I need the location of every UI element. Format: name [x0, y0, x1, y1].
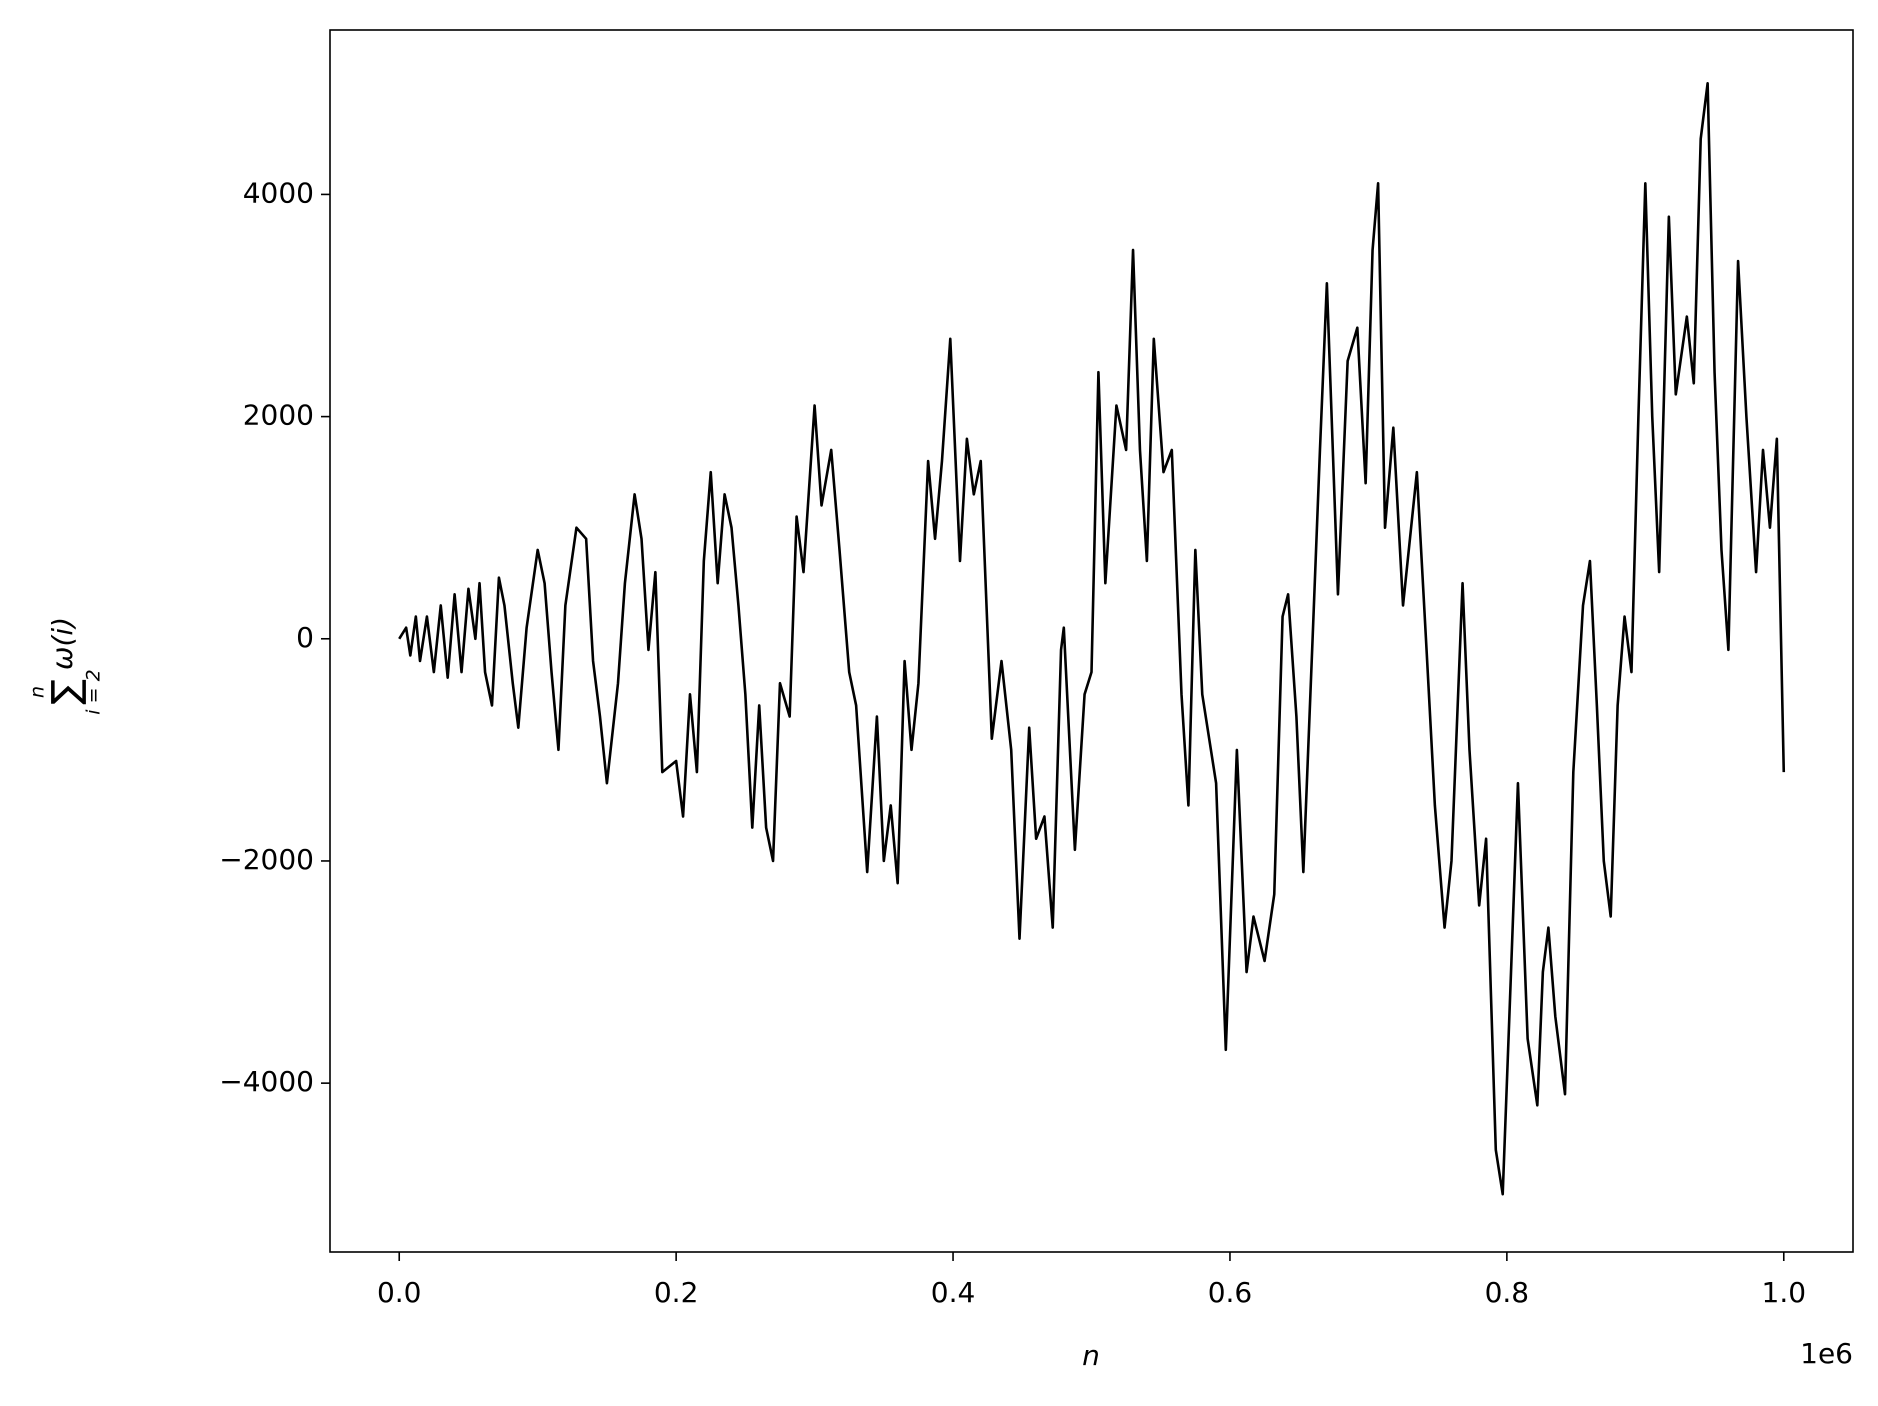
x-axis-label: n [1082, 1339, 1100, 1372]
y-label-lower: i = 2 [83, 669, 105, 714]
y-label-upper: n [27, 686, 49, 698]
x-tick-label: 0.4 [931, 1276, 976, 1309]
y-label-sum: ∑ [44, 679, 88, 705]
y-axis-label: ∑ n i = 2 ω(i) [27, 617, 105, 715]
x-tick-label: 0.0 [377, 1276, 422, 1309]
y-tick-label: 2000 [243, 399, 314, 432]
x-tick-label: 1.0 [1762, 1276, 1807, 1309]
y-tick-label: −4000 [219, 1065, 314, 1098]
y-tick-label: −2000 [219, 843, 314, 876]
x-tick-label: 0.6 [1208, 1276, 1253, 1309]
plot-frame [329, 29, 1854, 1253]
x-tick-label: 0.8 [1485, 1276, 1530, 1309]
y-tick-label: 0 [296, 621, 314, 654]
x-offset-label: 1e6 [1800, 1337, 1853, 1370]
data-line [398, 82, 1786, 1196]
x-tick-label: 0.2 [654, 1276, 699, 1309]
y-label-body: ω(i) [46, 617, 79, 670]
y-tick-label: 4000 [243, 176, 314, 209]
